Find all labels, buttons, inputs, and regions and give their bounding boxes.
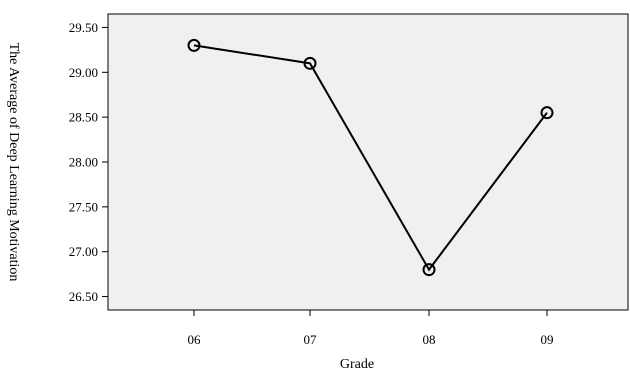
y-tick-label: 28.50 (69, 110, 98, 125)
y-axis: 26.50 27.00 27.50 28.00 28.50 29.00 29.50 (69, 20, 108, 304)
x-tick-label: 07 (304, 332, 318, 347)
data-point-08 (422, 263, 436, 277)
y-axis-title: The Average of Deep Learning Motivation (6, 43, 21, 282)
x-tick-label: 06 (188, 332, 202, 347)
x-tick-label: 09 (541, 332, 554, 347)
y-tick-label: 26.50 (69, 289, 98, 304)
y-tick-label: 29.00 (69, 65, 98, 80)
x-axis-title: Grade (340, 357, 374, 372)
y-tick-label: 27.00 (69, 244, 98, 259)
x-axis: 06 07 08 09 (188, 310, 554, 347)
data-point-07 (303, 56, 317, 70)
data-point-06 (187, 38, 201, 52)
y-tick-label: 29.50 (69, 20, 98, 35)
x-tick-label: 08 (423, 332, 436, 347)
y-tick-label: 28.00 (69, 155, 98, 170)
data-point-09 (540, 106, 554, 120)
series-layer (187, 38, 554, 277)
y-tick-label: 27.50 (69, 199, 98, 214)
series-line (193, 44, 548, 272)
